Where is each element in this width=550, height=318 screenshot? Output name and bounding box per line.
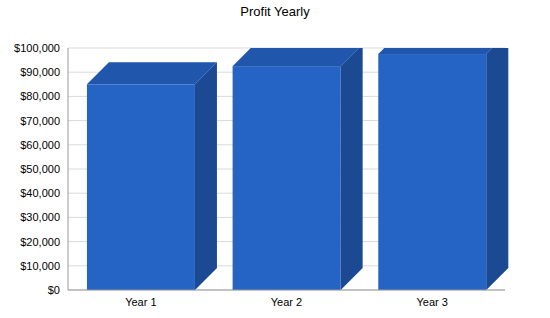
svg-text:$90,000: $90,000 xyxy=(20,66,60,78)
svg-text:Year 2: Year 2 xyxy=(271,296,302,308)
svg-text:$100,000: $100,000 xyxy=(14,42,60,54)
svg-text:$10,000: $10,000 xyxy=(20,260,60,272)
svg-text:$20,000: $20,000 xyxy=(20,236,60,248)
svg-text:$50,000: $50,000 xyxy=(20,163,60,175)
svg-text:$60,000: $60,000 xyxy=(20,139,60,151)
svg-text:$70,000: $70,000 xyxy=(20,115,60,127)
svg-text:Year 1: Year 1 xyxy=(125,296,156,308)
svg-text:$40,000: $40,000 xyxy=(20,187,60,199)
html-text:Profit Yearly: Profit Yearly xyxy=(240,4,310,19)
svg-text:$80,000: $80,000 xyxy=(20,90,60,102)
svg-text:$30,000: $30,000 xyxy=(20,211,60,223)
svg-text:$0: $0 xyxy=(48,284,60,296)
svg-text:Year 3: Year 3 xyxy=(416,296,447,308)
